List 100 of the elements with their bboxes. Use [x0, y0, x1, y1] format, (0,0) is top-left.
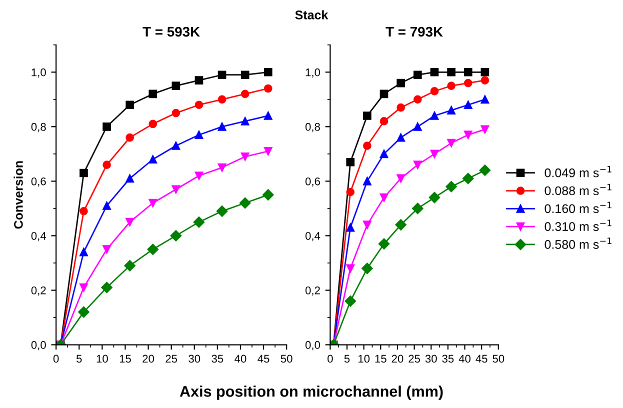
- legend-label: 0.160 m s$^{−1}$: [544, 202, 612, 214]
- y-tick-label: 0,6: [305, 177, 320, 187]
- x-tick-label: 5: [344, 354, 350, 363]
- point: [80, 168, 88, 178]
- x-tick-label: 30: [425, 354, 437, 363]
- point: [346, 158, 355, 166]
- legend-label: 0.049 m s$^{−1}$: [544, 166, 612, 178]
- point: [428, 192, 440, 204]
- x-tick-label: 35: [442, 354, 454, 363]
- legend-label: 0.088 m s$^{−1}$: [544, 184, 612, 196]
- point: [480, 125, 490, 134]
- point: [126, 218, 134, 226]
- chart-title: T = 793K: [386, 26, 443, 37]
- point: [464, 100, 472, 110]
- point: [430, 87, 439, 96]
- point: [240, 70, 250, 80]
- x-tick-label: 45: [476, 354, 488, 363]
- x-tick-label: 15: [375, 354, 386, 363]
- point: [80, 248, 88, 256]
- x-tick-label: 25: [408, 354, 420, 363]
- point: [430, 150, 439, 158]
- point: [396, 133, 406, 142]
- point: [126, 100, 134, 110]
- point: [413, 122, 422, 131]
- point: [170, 230, 182, 242]
- y-axis-title: Conversion: [14, 161, 23, 229]
- point: [346, 264, 355, 273]
- y-tick-label: 0,2: [305, 286, 320, 296]
- point: [80, 207, 88, 216]
- point: [363, 220, 372, 229]
- point: [430, 68, 439, 76]
- point: [344, 296, 356, 307]
- y-tick-label: 0,8: [31, 122, 46, 132]
- point: [447, 138, 456, 148]
- point: [148, 120, 158, 128]
- point: [380, 193, 388, 202]
- y-tick-label: 0,4: [31, 232, 46, 242]
- x-tick-label: 40: [458, 354, 471, 363]
- point: [193, 216, 205, 228]
- point: [380, 117, 388, 126]
- point: [218, 122, 226, 131]
- point: [447, 68, 456, 76]
- point: [126, 133, 134, 142]
- x-tick-label: 50: [280, 354, 292, 363]
- point: [346, 223, 355, 232]
- point: [172, 108, 180, 118]
- point: [218, 70, 226, 80]
- point: [126, 174, 134, 183]
- chart-title: T = 593K: [142, 26, 200, 37]
- point: [464, 130, 472, 140]
- point: [102, 202, 111, 210]
- point: [194, 130, 204, 140]
- point: [363, 112, 372, 120]
- point: [380, 90, 388, 98]
- x-axis-title: Axis position on microchannel (mm): [180, 386, 443, 400]
- x-tick-label: 0: [53, 354, 59, 363]
- point: [464, 78, 472, 88]
- point: [194, 76, 204, 84]
- x-tick-label: 20: [142, 354, 154, 363]
- point: [413, 95, 422, 104]
- point: [447, 106, 456, 114]
- point: [264, 112, 272, 120]
- point: [148, 198, 158, 208]
- point: [464, 68, 472, 76]
- legend-label: 0.580 m s$^{−1}$: [544, 238, 612, 249]
- point: [346, 188, 355, 196]
- y-tick-label: 0,6: [31, 177, 46, 187]
- point: [413, 70, 422, 80]
- text: Stack: [295, 10, 328, 20]
- point: [380, 150, 388, 158]
- x-tick-label: 0: [328, 354, 333, 363]
- point: [124, 260, 136, 272]
- point: [148, 90, 158, 98]
- point: [194, 172, 204, 180]
- point: [480, 76, 490, 84]
- point: [396, 78, 406, 88]
- point: [430, 112, 439, 120]
- point: [480, 68, 490, 76]
- legend-label: 0.310 m s$^{−1}$: [544, 220, 612, 231]
- point: [396, 174, 406, 183]
- x-tick-label: 45: [258, 354, 270, 363]
- point: [172, 185, 180, 194]
- point: [240, 152, 250, 161]
- point: [194, 100, 204, 110]
- y-tick-label: 0,4: [305, 232, 320, 242]
- x-tick-label: 30: [188, 354, 200, 363]
- y-tick-label: 0,0: [305, 341, 320, 350]
- point: [264, 68, 272, 76]
- point: [480, 95, 490, 104]
- x-tick-label: 10: [358, 354, 370, 363]
- point: [147, 244, 158, 255]
- x-tick-label: 50: [492, 354, 504, 363]
- point: [101, 282, 112, 294]
- point: [413, 160, 422, 169]
- point: [80, 283, 88, 292]
- point: [240, 117, 250, 126]
- x-tick-label: 35: [212, 354, 224, 363]
- point: [172, 82, 180, 90]
- y-tick-label: 1,0: [32, 68, 46, 78]
- point: [264, 84, 272, 93]
